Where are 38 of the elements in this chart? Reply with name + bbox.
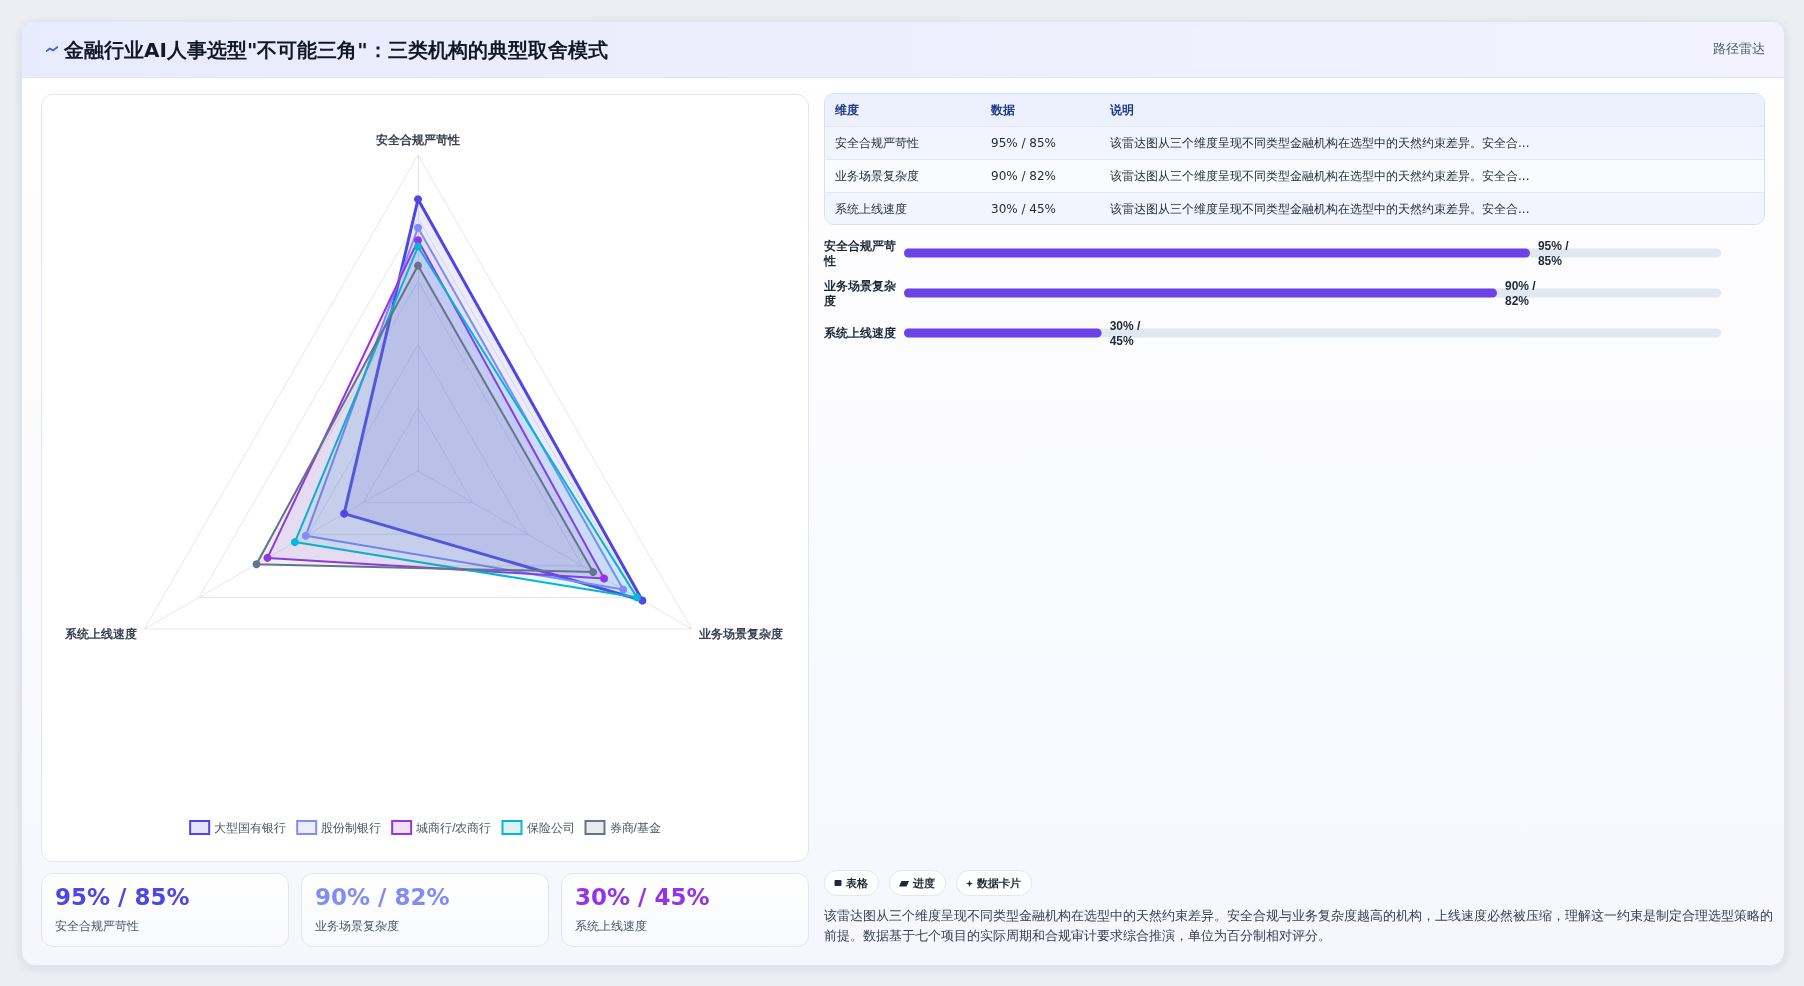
legend-label: 城商行/农商行: [415, 820, 492, 835]
text: 路径雷达: [1713, 41, 1765, 57]
legend-label: 股份制银行: [321, 820, 382, 835]
text: 30% / 45%: [991, 201, 1057, 218]
text: 业务场景复杂度: [315, 918, 399, 934]
text: 95% / 85%: [991, 135, 1057, 152]
text: 30% / 45%: [575, 883, 710, 911]
text: 说明: [1110, 102, 1134, 119]
text: 安全合规严苛性: [835, 135, 919, 152]
legend-label: 券商/基金: [609, 820, 661, 835]
text: 数据卡片: [977, 875, 1021, 891]
data-label: 90% / 82%: [1504, 278, 1540, 308]
data-label: 95% / 85%: [1537, 238, 1572, 268]
y-tick-label: 系统上线速度: [823, 326, 896, 340]
text: 系统上线速度: [835, 201, 907, 218]
text: 该雷达图从三个维度呈现不同类型金融机构在选型中的天然约束差异。安全合规与业务复杂度越高的机构，上线速度必然被压缩，理解这一约束是制定合理选型策略的前提。数据基于七个项目的实际周期和合规审计要求综合推演，单位为百分制相对评分。: [824, 907, 1774, 945]
text: 90% / 82%: [991, 168, 1057, 185]
chart-title: 金融行业AI人事选型"不可能三角"：三类机构的典型取舍模式: [64, 37, 608, 63]
legend-label: 大型国有银行: [214, 820, 287, 835]
spoke-label: 系统上线速度: [63, 626, 137, 641]
text: 维度: [835, 102, 859, 119]
text: 90% / 82%: [315, 883, 450, 911]
text: 系统上线速度: [575, 918, 647, 934]
text: 业务场景复杂度: [835, 168, 919, 185]
text: 95% / 85%: [55, 883, 190, 911]
text: 进度: [913, 875, 935, 891]
y-tick-label: 业务场景复杂度: [823, 278, 896, 308]
spoke-label: 业务场景复杂度: [698, 626, 784, 641]
text: 数据: [991, 102, 1015, 119]
legend-label: 保险公司: [526, 820, 575, 835]
spoke-label: 安全合规严苛性: [376, 133, 460, 147]
text: 该雷达图从三个维度呈现不同类型金融机构在选型中的天然约束差异。安全合...: [1110, 201, 1530, 218]
text: 安全合规严苛性: [55, 918, 139, 934]
data-label: 30% / 45%: [1109, 318, 1144, 348]
text: 该雷达图从三个维度呈现不同类型金融机构在选型中的天然约束差异。安全合...: [1110, 135, 1530, 152]
text: 表格: [846, 875, 868, 891]
text: 该雷达图从三个维度呈现不同类型金融机构在选型中的天然约束差异。安全合...: [1110, 168, 1530, 185]
y-tick-label: 安全合规严苛性: [823, 238, 896, 268]
